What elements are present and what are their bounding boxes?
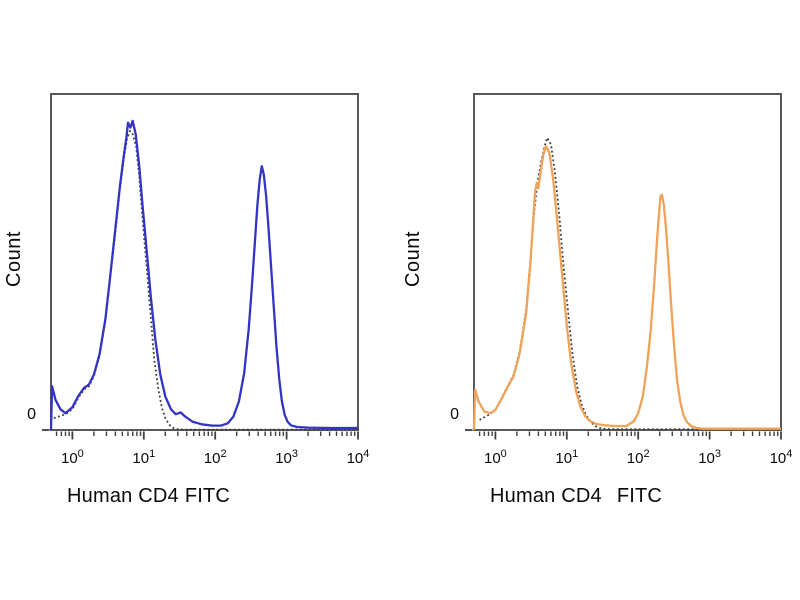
histogram-curve-isotype-control-dotted — [53, 130, 358, 431]
x-tick-label: 101 — [555, 448, 579, 467]
x-axis-title-part1: Human CD4 — [490, 485, 602, 507]
plot-area — [465, 93, 782, 440]
x-axis-title: Human CD4 FITC — [490, 484, 790, 508]
x-axis-title-part2: FITC — [616, 485, 663, 507]
y-axis-title: Count — [402, 231, 424, 287]
x-tick-label: 102 — [203, 448, 227, 467]
x-axis-title-part1: Human CD4 — [67, 485, 179, 507]
x-tick-label: 100 — [60, 448, 84, 467]
flow-histogram-left: Count 0 100 101 102 103 104 Human CD4 FITC — [3, 93, 380, 534]
plot-frame — [473, 93, 782, 431]
y-axis-zero-label: 0 — [450, 406, 459, 423]
x-tick-label: 100 — [483, 448, 507, 467]
x-tick-label: 104 — [769, 448, 793, 467]
y-axis-title: Count — [3, 231, 25, 287]
plot-area — [42, 93, 359, 440]
x-tick-label: 103 — [698, 448, 721, 467]
x-tick-label: 104 — [346, 448, 370, 467]
x-tick-label: 101 — [132, 448, 156, 467]
x-axis-tick-labels: 100 101 102 103 104 — [463, 441, 800, 471]
histogram-curve-cd4-stained-solid — [49, 119, 358, 431]
x-tick-label: 102 — [626, 448, 650, 467]
histogram-curve-cd4-stained-solid — [472, 144, 781, 431]
flow-histogram-right: Count 0 100 101 102 103 104 Human CD4 FITC — [402, 93, 800, 534]
x-axis-title-part2: FITC — [184, 485, 231, 507]
x-axis-title: Human CD4 FITC — [67, 484, 367, 508]
y-axis-zero-label: 0 — [27, 406, 36, 423]
x-tick-label: 103 — [275, 448, 298, 467]
histogram-curve-isotype-control-dotted — [479, 136, 781, 431]
x-axis-tick-labels: 100 101 102 103 104 — [40, 441, 380, 471]
plot-frame — [50, 93, 359, 431]
